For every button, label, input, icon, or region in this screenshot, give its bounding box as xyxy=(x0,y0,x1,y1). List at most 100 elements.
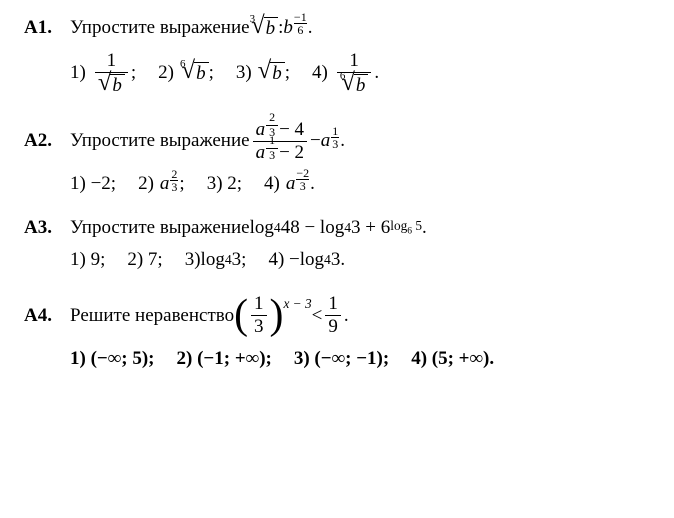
den: 3 xyxy=(251,316,267,338)
answer-2: 2) 6√b; xyxy=(158,61,214,85)
minus4: − 4 xyxy=(279,119,304,141)
num: a 23 − 4 xyxy=(253,119,307,141)
minus2: − 2 xyxy=(279,142,304,164)
exp-den: 6 xyxy=(297,24,303,36)
answers: 1) 9; 2) 7; 3) log4 3; 4) −log4 3. xyxy=(24,249,650,271)
surd-icon: √ xyxy=(341,73,355,93)
frac: 1 6√b xyxy=(337,50,372,97)
exponent: −1 6 xyxy=(293,11,308,36)
cbrt-b: 3 √ b xyxy=(250,16,279,40)
rparen: ) xyxy=(270,299,284,332)
radicand: b xyxy=(194,62,209,85)
answer-3: 3) (−∞; −1); xyxy=(294,348,389,370)
prompt-line: А2. Упростите выражение a 23 − 4 a 13 − … xyxy=(24,119,650,164)
answer-4: 4) −log4 3. xyxy=(268,249,345,271)
num: 1 xyxy=(251,293,267,315)
ed: 3 xyxy=(266,149,278,163)
exp-num: 1 xyxy=(301,10,307,24)
answer-4: 4) (5; +∞). xyxy=(411,348,494,370)
answer-4: 4) a −23. xyxy=(264,173,315,195)
radicand: b xyxy=(270,62,285,85)
den: 9 xyxy=(325,316,341,338)
lt: < xyxy=(312,305,323,327)
answer-3: 3) √b; xyxy=(236,61,290,85)
ans-num: 4) xyxy=(264,173,280,195)
a: a xyxy=(256,142,266,164)
answer-4: 4) 1 6√b . xyxy=(312,50,379,97)
ans-num: 1) xyxy=(70,62,86,84)
en: 1 xyxy=(266,134,278,148)
radicand: b xyxy=(110,74,125,97)
a: a xyxy=(256,119,266,141)
big-frac: a 23 − 4 a 13 − 2 xyxy=(253,119,307,164)
surd-icon: √ xyxy=(251,16,265,36)
answer-2: 2) a 23; xyxy=(138,173,185,195)
arg: 3 + 6 xyxy=(351,217,390,239)
problem-label: А4. xyxy=(24,305,70,327)
prompt-text: Упростите выражение log4 48 − log4 3 + 6… xyxy=(70,217,427,239)
answer-3: 3) 2; xyxy=(207,173,242,195)
problem-label: А1. xyxy=(24,17,70,39)
den: 6√b xyxy=(337,73,372,97)
a: a xyxy=(286,173,296,195)
frac: 1 √b xyxy=(95,50,128,97)
en: 2 xyxy=(266,111,278,125)
problem-label: А2. xyxy=(24,130,70,152)
ed: 3 xyxy=(332,138,338,150)
frac-1-3: 1 3 xyxy=(251,293,267,338)
log: log xyxy=(250,217,274,239)
answer-1: 1) 1 √b ; xyxy=(70,50,136,97)
ans-num: 2) xyxy=(158,62,174,84)
answers: 1) 1 √b ; 2) 6√b; 3) √b; 4) 1 6√b xyxy=(24,50,650,97)
minus: − xyxy=(310,130,321,152)
prompt-line: А4. Решите неравенство ( 1 3 ) x − 3 < 1… xyxy=(24,293,650,338)
prefix: Решите неравенство xyxy=(70,305,234,327)
problem-label: А3. xyxy=(24,217,70,239)
radicand: b xyxy=(354,74,369,97)
surd-icon: √ xyxy=(258,61,272,81)
arg: 3; xyxy=(232,249,247,271)
en: 2 xyxy=(171,168,177,180)
period: . xyxy=(340,130,345,152)
answers: 1) −2; 2) a 23; 3) 2; 4) a −23. xyxy=(24,173,650,195)
neg: − xyxy=(294,10,301,24)
exp: log6 5 xyxy=(390,226,422,232)
surd-icon: √ xyxy=(182,61,196,81)
problem-a3: А3. Упростите выражение log4 48 − log4 3… xyxy=(24,217,650,271)
en: 2 xyxy=(303,166,309,180)
log: log xyxy=(300,249,324,271)
prompt-text: Упростите выражение a 23 − 4 a 13 − 2 − … xyxy=(70,119,345,164)
problem-a2: А2. Упростите выражение a 23 − 4 a 13 − … xyxy=(24,119,650,196)
log: log xyxy=(390,218,407,233)
answer-3: 3) log4 3; xyxy=(185,249,247,271)
a: a xyxy=(160,173,170,195)
period: . xyxy=(308,17,313,39)
ans-num: 2) xyxy=(138,173,154,195)
problem-a4: А4. Решите неравенство ( 1 3 ) x − 3 < 1… xyxy=(24,293,650,370)
ans-num: 4) − xyxy=(268,249,299,271)
ans-num: 3) xyxy=(185,249,201,271)
arg: 48 − log xyxy=(281,217,345,239)
en: 1 xyxy=(332,125,338,137)
problem-a1: А1. Упростите выражение 3 √ b : b −1 6 .… xyxy=(24,16,650,97)
lparen: ( xyxy=(234,299,248,332)
prompt-prefix: Упростите выражение xyxy=(70,17,250,39)
answer-1: 1) 9; xyxy=(70,249,105,271)
answer-1: 1) (−∞; 5); xyxy=(70,348,155,370)
arg: 3. xyxy=(331,249,345,271)
answer-2: 2) 7; xyxy=(127,249,162,271)
answer-2: 2) (−1; +∞); xyxy=(177,348,272,370)
num: 1 xyxy=(325,293,341,315)
ans-num: 3) xyxy=(236,62,252,84)
ed: 3 xyxy=(171,181,177,193)
prefix: Упростите выражение xyxy=(70,130,250,152)
ed: 3 xyxy=(300,180,306,192)
prompt-line: А3. Упростите выражение log4 48 − log4 3… xyxy=(24,217,650,239)
den: a 13 − 2 xyxy=(253,142,307,164)
prompt-line: А1. Упростите выражение 3 √ b : b −1 6 . xyxy=(24,16,650,40)
surd-icon: √ xyxy=(98,73,112,93)
prompt-text: Решите неравенство ( 1 3 ) x − 3 < 1 9 . xyxy=(70,293,349,338)
log: log xyxy=(201,249,225,271)
a: a xyxy=(321,130,331,152)
den: √b xyxy=(95,73,128,97)
